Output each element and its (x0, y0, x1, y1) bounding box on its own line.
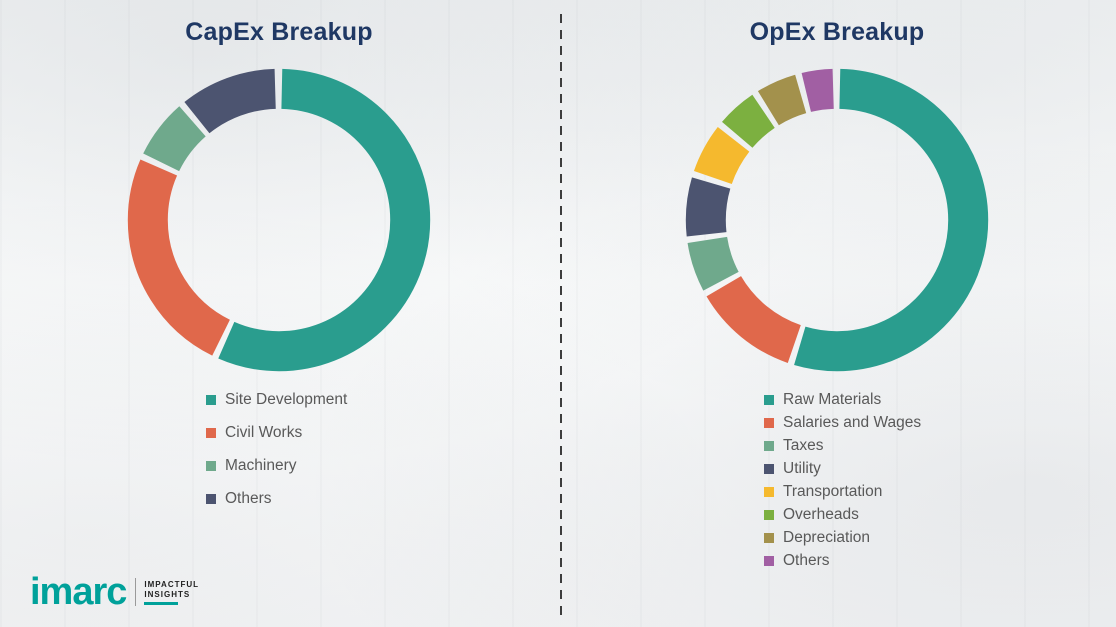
legend-item: Raw Materials (764, 390, 921, 410)
imarc-tagline-line1: IMPACTFUL (144, 579, 200, 589)
capex-chart-panel: CapEx Breakup Site Development Civil Work… (119, 18, 439, 522)
legend-label: Overheads (783, 506, 859, 523)
donut-segment-raw-materials (685, 68, 989, 372)
legend-item: Utility (764, 459, 921, 479)
legend-label: Site Development (225, 391, 348, 408)
legend-label: Salaries and Wages (783, 414, 922, 431)
legend-item: Site Development (206, 390, 347, 410)
legend-swatch (206, 395, 216, 405)
opex-chart-title: OpEx Breakup (749, 18, 925, 46)
legend-label: Others (225, 490, 272, 507)
imarc-logo-tagline: IMPACTFUL INSIGHTS (144, 580, 199, 605)
legend-item: Transportation (764, 482, 921, 502)
legend-label: Others (783, 552, 830, 569)
legend-item: Others (764, 551, 921, 571)
legend-swatch (206, 494, 216, 504)
imarc-logo: imarc IMPACTFUL INSIGHTS (30, 571, 199, 613)
opex-legend: Raw Materials Salaries and Wages Taxes Util… (764, 390, 921, 574)
capex-donut-chart (119, 60, 439, 380)
legend-item: Salaries and Wages (764, 413, 921, 433)
legend-swatch (206, 428, 216, 438)
legend-swatch (764, 533, 774, 543)
legend-swatch (764, 510, 774, 520)
legend-item: Overheads (764, 505, 921, 525)
opex-donut-chart (677, 60, 997, 380)
legend-swatch (764, 556, 774, 566)
capex-chart-title: CapEx Breakup (185, 18, 373, 46)
vertical-dashed-divider (560, 14, 562, 619)
legend-item: Others (206, 489, 347, 509)
legend-swatch (764, 418, 774, 428)
legend-label: Depreciation (783, 529, 871, 546)
legend-swatch (764, 441, 774, 451)
imarc-tagline-line2: INSIGHTS (144, 589, 191, 599)
imarc-logo-brand: imarc (30, 571, 127, 613)
legend-label: Raw Materials (783, 391, 882, 408)
legend-swatch (206, 461, 216, 471)
legend-label: Machinery (225, 457, 297, 474)
donut-segment-utility (685, 68, 989, 372)
opex-chart-panel: OpEx Breakup Raw Materials Salaries and W… (558, 0, 1116, 627)
legend-item: Civil Works (206, 423, 347, 443)
donut-segment-civil-works (127, 68, 431, 372)
legend-label: Transportation (783, 483, 883, 500)
legend-swatch (764, 487, 774, 497)
legend-label: Civil Works (225, 424, 303, 441)
imarc-logo-underline (144, 601, 179, 605)
capex-donut-svg (127, 68, 431, 372)
opex-donut-svg (685, 68, 989, 372)
legend-item: Taxes (764, 436, 921, 456)
legend-item: Depreciation (764, 528, 921, 548)
legend-item: Machinery (206, 456, 347, 476)
legend-swatch (764, 395, 774, 405)
legend-swatch (764, 464, 774, 474)
legend-label: Taxes (783, 437, 824, 454)
imarc-logo-separator (135, 578, 137, 606)
legend-label: Utility (783, 460, 821, 477)
capex-legend: Site Development Civil Works Machinery Othe… (206, 390, 347, 522)
donut-segment-site-development (127, 68, 431, 372)
